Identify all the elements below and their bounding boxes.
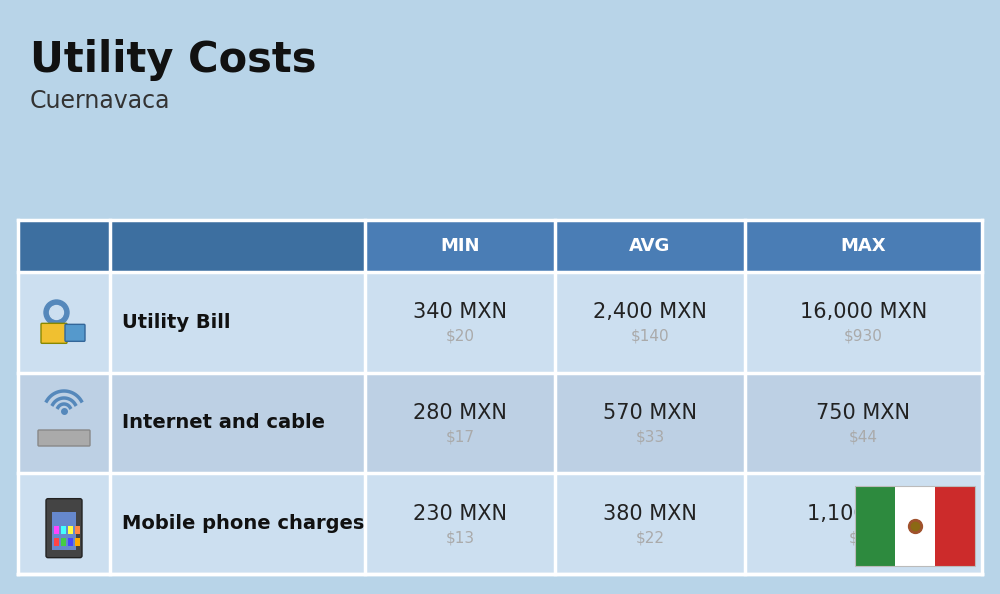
Text: 380 MXN: 380 MXN — [603, 504, 697, 524]
FancyBboxPatch shape — [46, 499, 82, 558]
Text: AVG: AVG — [629, 237, 671, 255]
FancyBboxPatch shape — [61, 526, 66, 533]
Text: 16,000 MXN: 16,000 MXN — [800, 302, 927, 323]
Text: Utility Costs: Utility Costs — [30, 39, 316, 81]
FancyBboxPatch shape — [54, 538, 59, 546]
FancyBboxPatch shape — [855, 486, 895, 566]
FancyBboxPatch shape — [38, 430, 90, 446]
Text: 340 MXN: 340 MXN — [413, 302, 507, 323]
Text: 1,100 MXN: 1,100 MXN — [807, 504, 920, 524]
Text: $930: $930 — [844, 329, 883, 344]
Text: $67: $67 — [849, 530, 878, 545]
Text: $17: $17 — [446, 429, 475, 444]
Text: Utility Bill: Utility Bill — [122, 313, 230, 332]
Text: $20: $20 — [446, 329, 475, 344]
FancyBboxPatch shape — [18, 272, 982, 372]
FancyBboxPatch shape — [52, 511, 76, 549]
Text: 750 MXN: 750 MXN — [816, 403, 910, 423]
FancyBboxPatch shape — [75, 538, 80, 546]
FancyBboxPatch shape — [68, 526, 73, 533]
FancyBboxPatch shape — [18, 473, 982, 574]
FancyBboxPatch shape — [68, 538, 73, 546]
Text: $44: $44 — [849, 429, 878, 444]
Text: $22: $22 — [636, 530, 664, 545]
FancyBboxPatch shape — [895, 486, 935, 566]
FancyBboxPatch shape — [65, 324, 85, 342]
Text: Internet and cable: Internet and cable — [122, 413, 325, 432]
Text: 2,400 MXN: 2,400 MXN — [593, 302, 707, 323]
FancyBboxPatch shape — [61, 538, 66, 546]
FancyBboxPatch shape — [18, 220, 982, 272]
Text: MIN: MIN — [440, 237, 480, 255]
Text: 570 MXN: 570 MXN — [603, 403, 697, 423]
FancyBboxPatch shape — [75, 526, 80, 533]
Text: Mobile phone charges: Mobile phone charges — [122, 514, 364, 533]
Text: Cuernavaca: Cuernavaca — [30, 89, 170, 113]
Text: $33: $33 — [635, 429, 665, 444]
FancyBboxPatch shape — [935, 486, 975, 566]
Text: $140: $140 — [631, 329, 669, 344]
Text: 280 MXN: 280 MXN — [413, 403, 507, 423]
Text: 230 MXN: 230 MXN — [413, 504, 507, 524]
FancyBboxPatch shape — [18, 372, 982, 473]
Text: MAX: MAX — [841, 237, 886, 255]
FancyBboxPatch shape — [18, 220, 365, 272]
Text: $13: $13 — [445, 530, 475, 545]
FancyBboxPatch shape — [54, 526, 59, 533]
FancyBboxPatch shape — [41, 323, 67, 343]
